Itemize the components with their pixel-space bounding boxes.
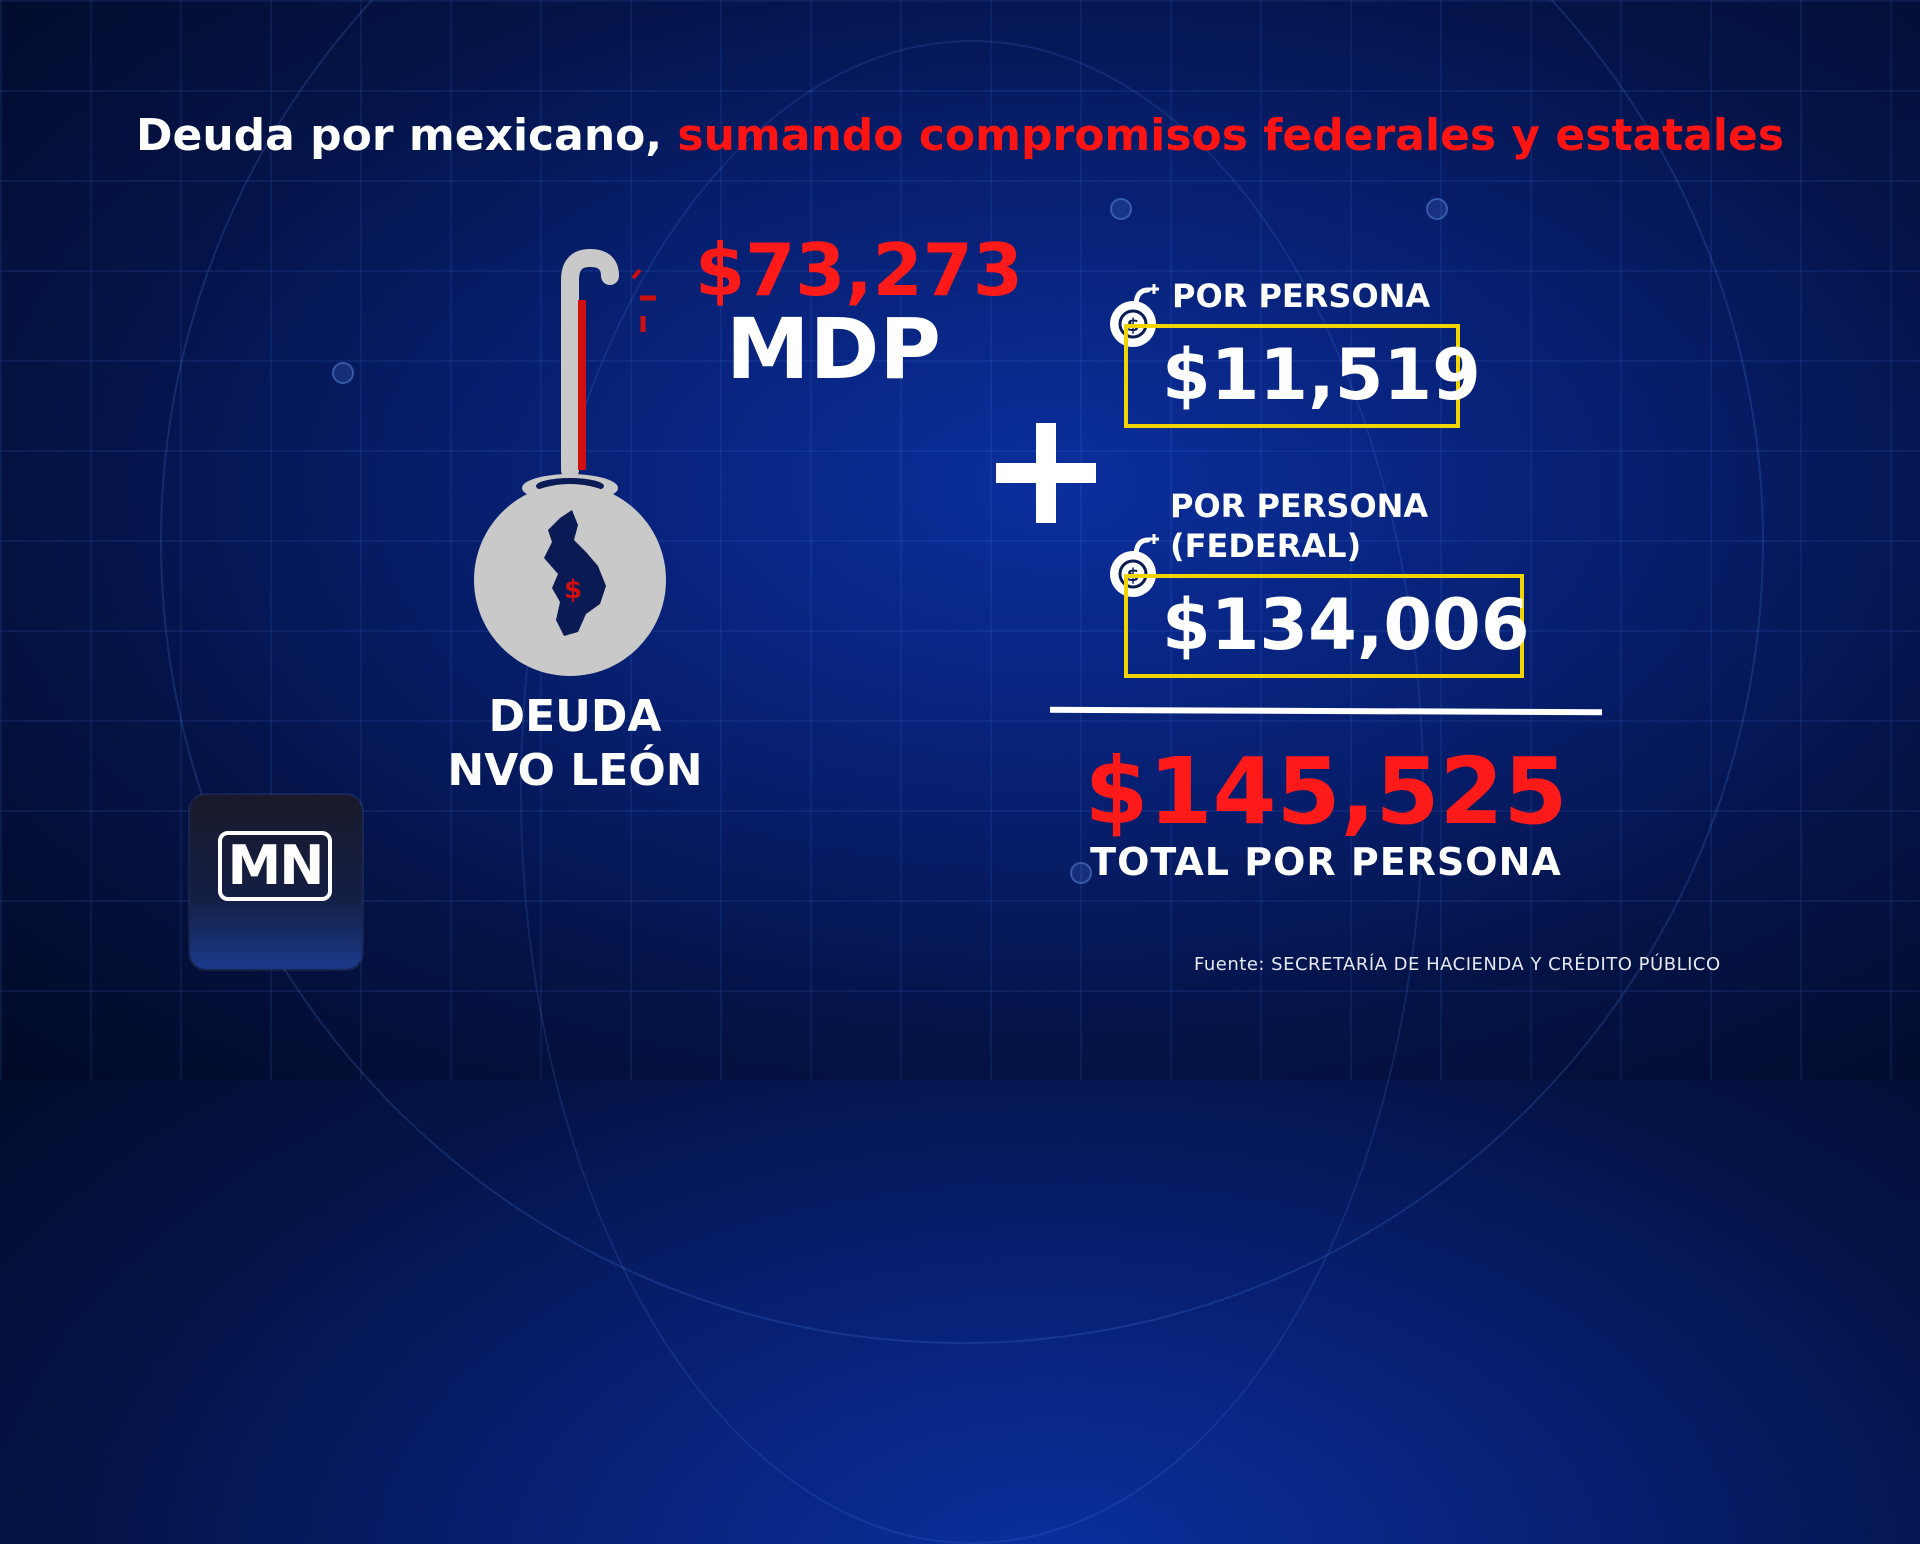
per-person-state-label: POR PERSONA [1172, 277, 1431, 315]
per-person-state-value: $11,519 [1162, 334, 1481, 416]
state-debt-amount: $73,273 [695, 228, 1023, 312]
per-person-state-box [1124, 324, 1460, 428]
per-person-federal-label-line2: (FEDERAL) [1170, 527, 1362, 565]
bomb-icon: $ [474, 248, 666, 676]
mn-logo: MN [190, 795, 362, 969]
state-debt-label-line2: NVO LEÓN [447, 745, 703, 796]
headline-red-part: sumando compromisos federales y estatale… [677, 110, 1785, 161]
state-debt-unit: MDP [726, 300, 941, 398]
per-person-federal-box [1124, 574, 1524, 678]
svg-text:$: $ [564, 575, 582, 605]
background-dot [1070, 862, 1092, 884]
background-dot [1426, 198, 1448, 220]
per-person-federal-label: POR PERSONA (FEDERAL) [1170, 486, 1428, 566]
background-dot [332, 362, 354, 384]
logo-frame [218, 831, 332, 901]
per-person-federal-value: $134,006 [1162, 584, 1530, 666]
total-label: TOTAL POR PERSONA [1090, 840, 1562, 884]
per-person-federal-label-line1: POR PERSONA [1170, 487, 1429, 525]
state-debt-label-line1: DEUDA [488, 691, 662, 742]
logo-text: MN [227, 834, 325, 897]
background-dot [1110, 198, 1132, 220]
total-value: $145,525 [1084, 738, 1568, 845]
state-debt-label: DEUDA NVO LEÓN [440, 690, 710, 798]
headline-white-part: Deuda por mexicano, [135, 110, 663, 161]
plus-icon [996, 423, 1096, 523]
source-note: Fuente: SECRETARÍA DE HACIENDA Y CRÉDITO… [1194, 954, 1721, 975]
headline: Deuda por mexicano, sumando compromisos … [0, 110, 1920, 161]
